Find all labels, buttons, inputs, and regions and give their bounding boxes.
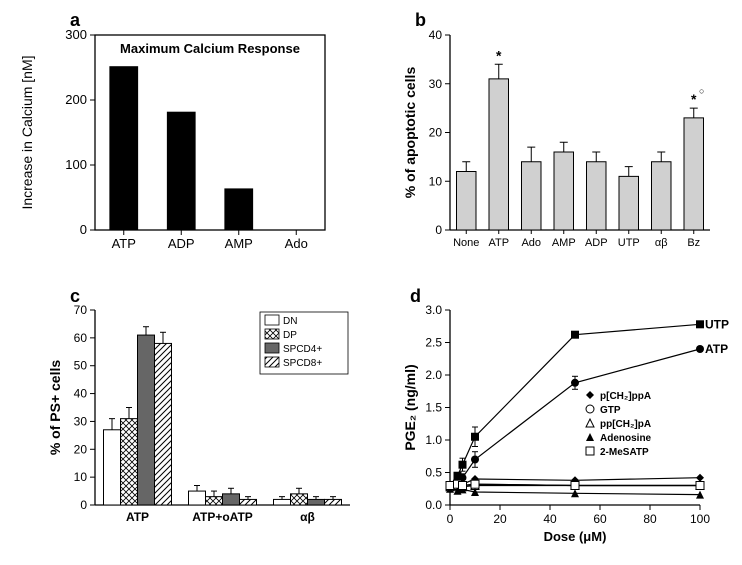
svg-text:% of PS+ cells: % of PS+ cells <box>47 360 63 456</box>
svg-text:d: d <box>410 286 421 306</box>
svg-text:30: 30 <box>429 77 443 91</box>
svg-text:200: 200 <box>65 92 87 107</box>
svg-text:DP: DP <box>283 330 297 341</box>
svg-text:AMP: AMP <box>225 236 253 251</box>
svg-text:70: 70 <box>74 303 88 317</box>
svg-text:SPCD8+: SPCD8+ <box>283 358 322 369</box>
svg-text:60: 60 <box>593 512 607 526</box>
svg-text:DN: DN <box>283 316 297 327</box>
svg-text:% of apoptotic cells: % of apoptotic cells <box>402 67 418 199</box>
svg-text:100: 100 <box>65 157 87 172</box>
svg-text:60: 60 <box>74 331 88 345</box>
svg-text:3.0: 3.0 <box>425 303 442 317</box>
svg-text:20: 20 <box>429 126 443 140</box>
svg-text:ATP: ATP <box>112 236 136 251</box>
svg-text:0.5: 0.5 <box>425 466 442 480</box>
svg-text:10: 10 <box>74 470 88 484</box>
svg-text:ATP+oATP: ATP+oATP <box>192 510 253 524</box>
svg-text:10: 10 <box>429 174 443 188</box>
svg-text:40: 40 <box>429 28 443 42</box>
svg-text:○: ○ <box>699 86 704 96</box>
svg-text:Ado: Ado <box>521 237 541 249</box>
svg-text:ADP: ADP <box>585 237 608 249</box>
svg-text:Bz: Bz <box>687 237 700 249</box>
svg-text:GTP: GTP <box>600 405 621 416</box>
svg-text:2-MeSATP: 2-MeSATP <box>600 447 649 458</box>
svg-text:αβ: αβ <box>655 237 668 249</box>
svg-text:20: 20 <box>74 442 88 456</box>
svg-text:300: 300 <box>65 27 87 42</box>
svg-text:2.0: 2.0 <box>425 368 442 382</box>
svg-text:*: * <box>691 91 697 107</box>
svg-text:PGE₂ (ng/ml): PGE₂ (ng/ml) <box>402 364 418 450</box>
svg-text:αβ: αβ <box>300 510 315 524</box>
svg-text:pp[CH₂]pA: pp[CH₂]pA <box>600 419 651 430</box>
svg-text:b: b <box>415 10 426 30</box>
svg-text:AMP: AMP <box>552 237 576 249</box>
svg-text:p[CH₂]ppA: p[CH₂]ppA <box>600 391 651 402</box>
svg-text:20: 20 <box>493 512 507 526</box>
svg-text:ATP: ATP <box>126 510 149 524</box>
svg-text:ADP: ADP <box>168 236 195 251</box>
svg-text:ATP: ATP <box>705 342 728 356</box>
svg-text:0: 0 <box>435 223 442 237</box>
svg-text:0.0: 0.0 <box>425 498 442 512</box>
svg-text:Adenosine: Adenosine <box>600 433 652 444</box>
svg-text:80: 80 <box>643 512 657 526</box>
svg-text:1.0: 1.0 <box>425 433 442 447</box>
svg-text:ATP: ATP <box>488 237 509 249</box>
svg-text:UTP: UTP <box>705 317 729 331</box>
svg-text:Dose (μM): Dose (μM) <box>544 529 607 544</box>
svg-text:0: 0 <box>80 498 87 512</box>
svg-text:1.5: 1.5 <box>425 401 442 415</box>
svg-text:Ado: Ado <box>285 236 308 251</box>
svg-text:SPCD4+: SPCD4+ <box>283 344 322 355</box>
svg-text:2.5: 2.5 <box>425 336 442 350</box>
svg-text:*: * <box>496 47 502 63</box>
svg-text:30: 30 <box>74 414 88 428</box>
svg-text:0: 0 <box>80 222 87 237</box>
figure-svg: aMaximum Calcium Response0100200300Incre… <box>0 0 742 560</box>
svg-text:50: 50 <box>74 359 88 373</box>
svg-text:Increase in Calcium [nM]: Increase in Calcium [nM] <box>19 55 35 209</box>
svg-text:None: None <box>453 237 479 249</box>
svg-text:40: 40 <box>543 512 557 526</box>
svg-text:100: 100 <box>690 512 710 526</box>
svg-text:0: 0 <box>447 512 454 526</box>
svg-text:40: 40 <box>74 387 88 401</box>
svg-text:Maximum Calcium Response: Maximum Calcium Response <box>120 41 300 56</box>
svg-text:UTP: UTP <box>618 237 640 249</box>
